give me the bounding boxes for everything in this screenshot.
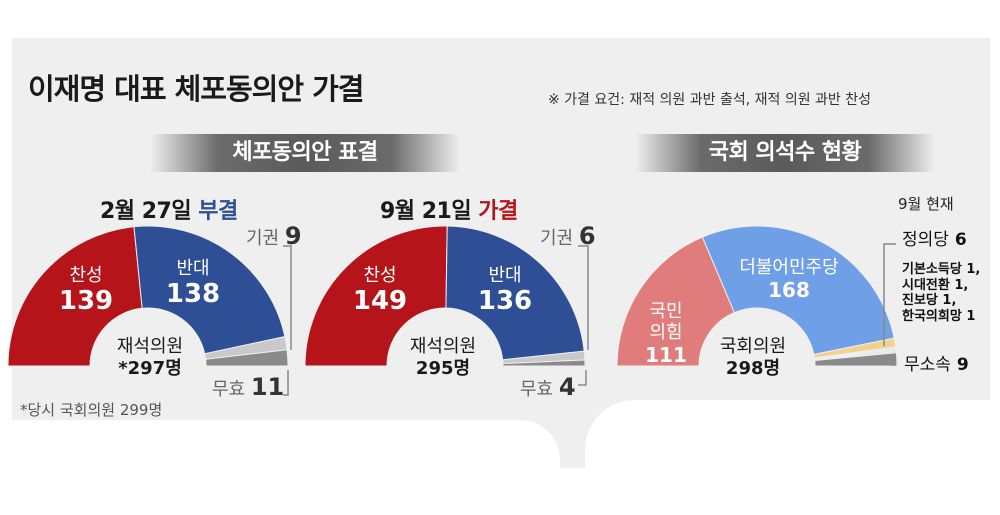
justice-party-label: 정의당 6	[902, 230, 967, 250]
vote1-against-label: 반대 138	[165, 258, 221, 309]
leader-line-1	[283, 245, 292, 350]
chart3-segment-더불어민주당	[701, 225, 895, 356]
seats-section-banner: 국회 의석수 현황	[635, 134, 935, 172]
footnote: *당시 국회의원 299명	[20, 401, 163, 419]
chart2-segment-반대	[445, 225, 585, 361]
page-title: 이재명 대표 체포동의안 가결	[28, 72, 364, 106]
vote2-date: 9월 21일	[380, 199, 472, 224]
chart1-segment-반대	[133, 225, 286, 355]
small-parties-label: 기본소득당 1, 시대전환 1, 진보당 1, 한국의희망 1	[902, 262, 981, 324]
vote1-abstain-label: 기권 9	[246, 222, 302, 250]
vote2-abstain-label: 기권 6	[540, 222, 596, 250]
vote2-for-label: 찬성 149	[352, 265, 408, 316]
vote1-invalid-label: 무효 11	[212, 373, 285, 401]
vote2-center-label: 재석의원 295명	[409, 336, 477, 379]
vote1-title: 2월 27일 부결	[100, 193, 238, 225]
vote2-against-label: 반대 136	[477, 265, 533, 316]
chart2-segment-찬성	[304, 225, 448, 367]
leader-line-3	[578, 245, 589, 350]
requirement-note: ※ 가결 요건: 재적 의원 과반 출석, 재적 의원 과반 찬성	[548, 92, 871, 108]
dem-label: 더불어민주당 168	[739, 257, 839, 302]
leader-line-4	[578, 370, 587, 386]
chart1-segment-찬성	[7, 226, 143, 367]
vote1-for-label: 찬성 139	[58, 265, 114, 316]
vote2-result: 가결	[478, 199, 518, 224]
vote1-result: 부결	[198, 199, 238, 224]
bottom-white-area-left	[0, 420, 560, 515]
ppp-label: 국민 의힘 111	[645, 301, 687, 367]
chart1-segment-무효	[205, 349, 289, 367]
bottom-white-area-right	[585, 400, 1000, 515]
independent-label: 무소속 9	[904, 355, 969, 375]
vote2-invalid-label: 무효 4	[520, 373, 576, 401]
seats-center-label: 국회의원 298명	[719, 336, 787, 379]
vote2-title: 9월 21일 가결	[380, 193, 518, 225]
chart2-segment-무효	[502, 359, 586, 367]
as-of-date: 9월 현재	[898, 195, 954, 213]
chart3-segment-무소속	[814, 352, 898, 367]
leader-line-5	[883, 243, 896, 346]
leader-line-2	[283, 370, 289, 396]
vote1-center-label: 재석의원 *297명	[116, 336, 184, 379]
vote1-date: 2월 27일	[100, 199, 192, 224]
vote-section-banner: 체포동의안 표결	[150, 134, 460, 172]
chart3-segment-국민의힘	[616, 236, 736, 367]
